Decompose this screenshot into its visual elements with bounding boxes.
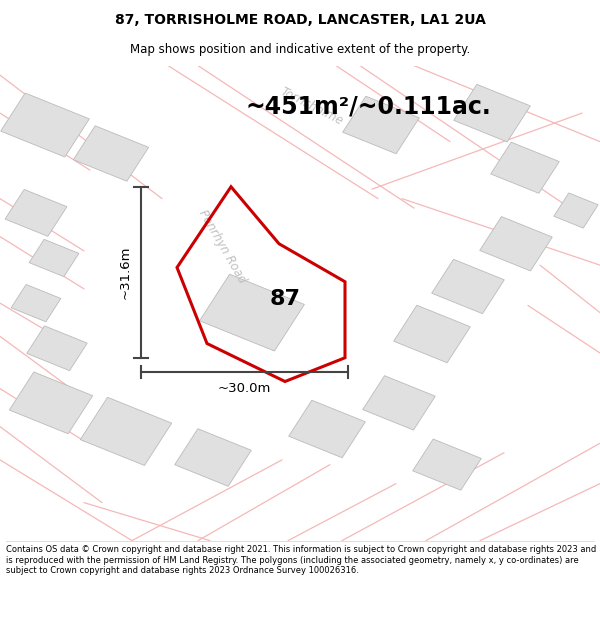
Text: ~31.6m: ~31.6m (118, 246, 131, 299)
Polygon shape (454, 84, 530, 142)
Polygon shape (480, 217, 552, 271)
Text: ~30.0m: ~30.0m (218, 382, 271, 396)
Text: 87, TORRISHOLME ROAD, LANCASTER, LA1 2UA: 87, TORRISHOLME ROAD, LANCASTER, LA1 2UA (115, 13, 485, 27)
Polygon shape (27, 326, 87, 371)
Polygon shape (80, 398, 172, 466)
Polygon shape (200, 274, 304, 351)
Polygon shape (432, 259, 504, 314)
Polygon shape (491, 142, 559, 193)
Text: Torrisholme: Torrisholme (278, 84, 346, 127)
Text: Contains OS data © Crown copyright and database right 2021. This information is : Contains OS data © Crown copyright and d… (6, 545, 596, 575)
Polygon shape (289, 400, 365, 458)
Polygon shape (29, 239, 79, 277)
Polygon shape (73, 126, 149, 181)
Polygon shape (413, 439, 481, 490)
Polygon shape (1, 93, 89, 157)
Text: ~451m²/~0.111ac.: ~451m²/~0.111ac. (246, 94, 492, 118)
Polygon shape (5, 189, 67, 236)
Polygon shape (554, 193, 598, 228)
Polygon shape (175, 429, 251, 486)
Text: 87: 87 (269, 289, 301, 309)
Polygon shape (363, 376, 435, 430)
Text: Penrhyn Road: Penrhyn Road (196, 207, 248, 285)
Polygon shape (10, 372, 92, 434)
Text: Map shows position and indicative extent of the property.: Map shows position and indicative extent… (130, 42, 470, 56)
Polygon shape (11, 284, 61, 322)
Polygon shape (394, 305, 470, 362)
Polygon shape (343, 96, 419, 154)
